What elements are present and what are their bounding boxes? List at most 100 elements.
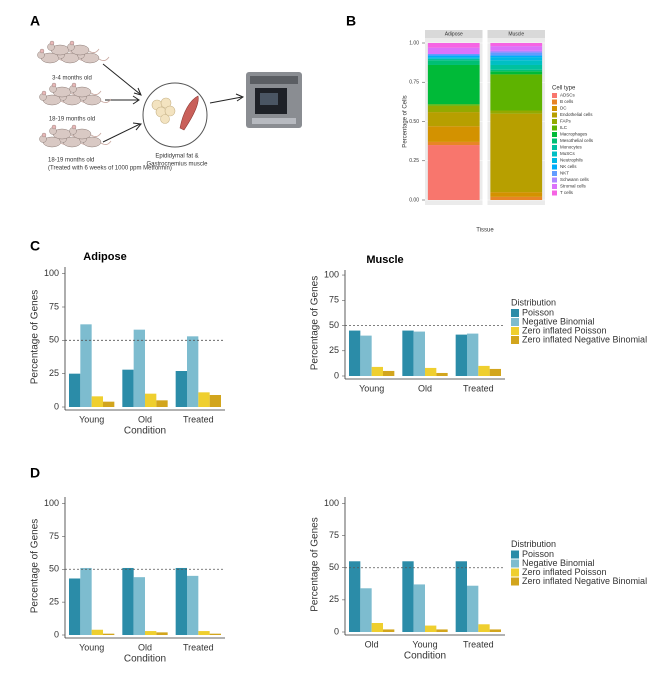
x-tick-label: Old <box>138 414 152 424</box>
mouse-icon <box>90 132 102 137</box>
workflow-diagram: 3-4 months old 18-19 months old 18-19 mo… <box>48 63 302 172</box>
x-tick-label: Old <box>138 642 152 652</box>
x-tick-label: Young <box>79 642 104 652</box>
bar <box>69 578 81 635</box>
mouse-icon <box>49 40 55 46</box>
arrows <box>102 63 245 143</box>
y-tick-label: 25 <box>329 345 339 355</box>
legend-label: Zero inflated Poisson <box>522 567 607 577</box>
bar-segment <box>427 57 480 59</box>
y-tick-label: 50 <box>49 564 59 574</box>
bar <box>133 577 145 635</box>
y-tick-label: 50 <box>49 335 59 345</box>
panel-label: C <box>30 238 40 254</box>
panel-label: A <box>30 13 40 29</box>
bar-segment <box>427 58 480 61</box>
y-tick-label: 100 <box>44 498 59 508</box>
mouse-icon <box>39 48 45 54</box>
legend-label: Negative Binomial <box>522 558 595 568</box>
bar <box>145 631 157 635</box>
tissue-circle <box>142 82 208 148</box>
bar-segment <box>427 60 480 65</box>
legend-swatch <box>552 132 557 137</box>
chart-title: Muscle <box>366 254 403 266</box>
legend-swatch <box>552 164 557 170</box>
legend-label: NK cells <box>560 164 577 169</box>
bar <box>383 370 395 376</box>
bar <box>156 632 168 635</box>
bar <box>80 567 92 635</box>
sequencer-icon <box>246 72 302 128</box>
bar <box>371 623 383 632</box>
y-tick-label: 50 <box>329 562 339 572</box>
bar-segment <box>490 50 543 53</box>
y-tick-label: 0.75 <box>409 80 419 86</box>
x-tick-label: Treated <box>463 639 494 649</box>
y-tick-label: 1.00 <box>409 40 419 46</box>
bar <box>209 633 221 635</box>
bar <box>349 330 361 376</box>
bar-segment <box>490 52 543 56</box>
x-tick-label: Young <box>412 639 437 649</box>
bar <box>383 629 395 632</box>
legend-swatch <box>552 171 557 176</box>
panel-label: B <box>346 13 356 29</box>
bar-segment <box>427 53 480 56</box>
legend-label: ADSCs <box>560 93 576 98</box>
legend-swatch <box>511 550 519 559</box>
bar-segment <box>490 46 543 51</box>
y-tick-label: 25 <box>49 597 59 607</box>
bar <box>80 324 92 407</box>
bar <box>69 373 81 407</box>
bar <box>371 366 383 376</box>
legend-swatch <box>511 327 519 335</box>
y-tick-label: 100 <box>44 268 59 278</box>
bar <box>187 336 199 407</box>
legend-label: NKT <box>560 171 569 176</box>
bar <box>455 561 467 632</box>
bar-segment <box>427 105 480 113</box>
legend-label: Endothelial cells <box>560 112 593 117</box>
facet-strip <box>425 30 483 38</box>
bar <box>145 393 157 407</box>
bar-segment <box>490 55 543 58</box>
bar <box>349 561 361 632</box>
fat-icon <box>151 97 176 124</box>
legend-label: Zero inflated Negative Binomial <box>522 334 647 344</box>
legend-label: Macrophages <box>560 132 588 137</box>
legend-swatch <box>552 125 557 131</box>
group-label: 18-19 months old <box>49 117 95 123</box>
bar <box>467 333 479 376</box>
bar <box>91 396 103 407</box>
y-tick-label: 75 <box>49 531 59 541</box>
tissue-label: Epididymal fat & <box>155 154 198 160</box>
legend-label: T cells <box>560 190 574 195</box>
bar-segment <box>490 60 543 65</box>
bar <box>175 567 187 635</box>
bar <box>402 330 414 376</box>
legend-swatch <box>552 158 557 163</box>
bar <box>175 371 187 407</box>
bar-segment <box>490 64 543 70</box>
bar-segment <box>427 126 480 142</box>
legend-label: Mesothelial cells <box>560 138 594 143</box>
legend-swatch <box>511 559 519 568</box>
bar <box>413 331 425 376</box>
bar-segment <box>427 112 480 127</box>
bar <box>209 395 221 407</box>
bar-segment <box>490 192 543 197</box>
bar <box>455 334 467 376</box>
bar-segment <box>490 113 543 193</box>
legend-label: Schwann cells <box>560 177 590 182</box>
bar-segment <box>427 55 480 58</box>
bar-segment <box>490 71 543 75</box>
legend-title: Distribution <box>511 539 556 549</box>
bar-segment <box>490 74 543 111</box>
bar <box>198 631 210 635</box>
y-tick-label: 75 <box>329 530 339 540</box>
group-label: 18-19 months old <box>48 158 94 164</box>
mouse-icon <box>71 124 77 130</box>
legend-swatch <box>511 318 519 326</box>
y-axis-label: Percentage of Genes <box>310 517 321 612</box>
